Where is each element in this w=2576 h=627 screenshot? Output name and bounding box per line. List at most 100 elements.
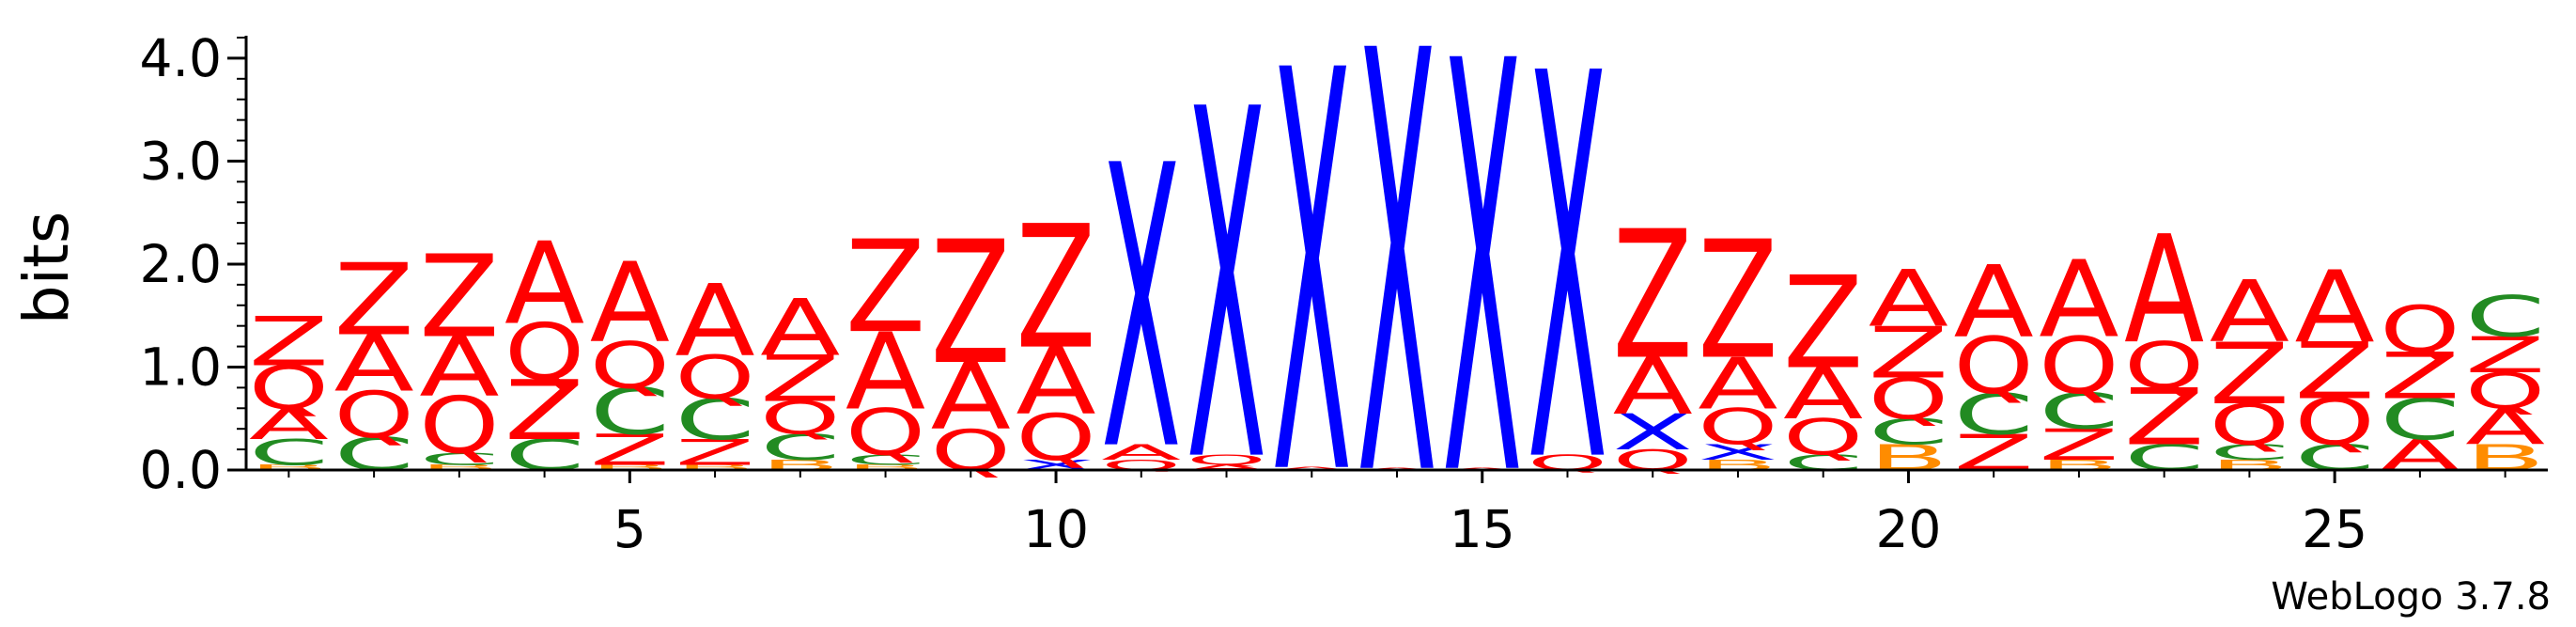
x-tick-label: 20	[1875, 499, 1941, 559]
letter-Q-pos25: Q	[2295, 385, 2375, 460]
letter-C-pos3: C	[419, 449, 499, 469]
y-tick-label: 2.0	[140, 234, 222, 294]
letter-Z-pos2: Z	[334, 243, 413, 358]
letter-Q-pos8: Q	[846, 396, 925, 470]
x-tick-label: 25	[2302, 499, 2367, 559]
letter-Z-pos3: Z	[419, 231, 499, 363]
y-tick-label: 1.0	[140, 337, 222, 397]
letter-A-pos6: A	[675, 264, 754, 379]
letter-A-pos18: A	[1698, 343, 1777, 426]
letter-B-pos5: B	[590, 463, 670, 472]
logo-column-14: AX	[1357, 0, 1436, 604]
letter-Q-pos19: Q	[1783, 409, 1863, 466]
letter-C-pos6: C	[675, 387, 754, 453]
letter-A-pos10: A	[1016, 329, 1095, 435]
letter-A-pos19: A	[1783, 353, 1863, 436]
letter-X-pos15: X	[1442, 0, 1522, 602]
letter-Q-pos12: Q	[1187, 452, 1266, 468]
letter-B-pos1: B	[249, 463, 329, 472]
letter-Q-pos10: Q	[1016, 401, 1095, 476]
x-tick-label: 15	[1450, 499, 1515, 559]
logo-column-16: QX	[1528, 0, 1607, 581]
letter-A-pos5: A	[590, 240, 670, 368]
letter-C-pos8: C	[846, 452, 925, 469]
letter-C-pos1: C	[249, 432, 329, 474]
letter-Q-pos26: Q	[2380, 293, 2460, 368]
logo-column-13: AX	[1272, 0, 1352, 597]
letter-C-pos26: C	[2380, 387, 2460, 453]
letter-Z-pos9: Z	[931, 204, 1011, 402]
letter-Z-pos6: Z	[675, 432, 754, 474]
letter-A-pos21: A	[1954, 245, 2034, 360]
logo-column-11: QAX	[1101, 84, 1181, 536]
letter-C-pos20: C	[1869, 412, 1948, 453]
letter-A-pos23: A	[2124, 204, 2204, 377]
letter-A-pos2: A	[334, 319, 413, 409]
letter-B-pos6: B	[675, 463, 754, 472]
letter-A-pos4: A	[504, 217, 584, 349]
letter-A-pos11: A	[1101, 440, 1181, 464]
letter-A-pos8: A	[846, 311, 925, 434]
letter-C-pos22: C	[2039, 384, 2118, 441]
letter-A-pos22: A	[2039, 239, 2118, 362]
letter-A-pos27: A	[2465, 399, 2545, 457]
letter-Z-pos26: Z	[2380, 339, 2460, 414]
logo-column-9: QAZ	[931, 204, 1011, 483]
letter-Z-pos8: Z	[846, 212, 925, 361]
x-tick-label: 10	[1023, 499, 1089, 559]
letter-Z-pos1: Z	[249, 303, 329, 382]
letter-A-pos9: A	[931, 344, 1011, 450]
letter-C-pos7: C	[760, 428, 840, 469]
letter-B-pos8: B	[846, 463, 925, 472]
letter-A-pos17: A	[1613, 341, 1693, 431]
letter-Q-pos2: Q	[334, 379, 413, 453]
letter-Z-pos23: Z	[2124, 372, 2204, 462]
letter-Z-pos20: Z	[1869, 313, 1948, 395]
y-tick-label: 0.0	[140, 440, 222, 500]
letter-Q-pos24: Q	[2210, 392, 2289, 458]
letter-Q-pos7: Q	[760, 392, 840, 445]
weblogo-credit: WebLogo 3.7.8	[2271, 575, 2551, 619]
letter-Z-pos27: Z	[2465, 326, 2545, 384]
letter-Q-pos1: Q	[249, 353, 329, 422]
letter-X-pos17: X	[1613, 403, 1693, 462]
letter-X-pos12: X	[1187, 9, 1266, 569]
letter-A-pos12: A	[1187, 463, 1266, 472]
x-tick-label: 5	[613, 499, 646, 559]
letter-C-pos24: C	[2210, 440, 2289, 464]
letter-X-pos18: X	[1698, 440, 1777, 464]
letter-C-pos27: C	[2465, 284, 2545, 350]
letter-X-pos13: X	[1272, 0, 1352, 597]
letter-Z-pos18: Z	[1698, 206, 1777, 396]
letter-Z-pos17: Z	[1613, 193, 1693, 399]
letter-C-pos5: C	[590, 375, 670, 449]
letter-Q-pos6: Q	[675, 343, 754, 412]
y-tick-label: 3.0	[140, 131, 222, 191]
letter-X-pos16: X	[1528, 0, 1607, 581]
letter-Z-pos22: Z	[2039, 421, 2118, 470]
axes: 0.0 1.0 2.0 3.0 4.0 5 10 15 20 25	[140, 28, 2548, 559]
letter-A-pos25: A	[2295, 250, 2375, 365]
letter-B-pos3: B	[419, 463, 499, 472]
letter-stacks: BCAQZCQAZBCQAZCZQABZCQABZCQABCQZABCQAZQA…	[249, 0, 2546, 604]
letter-Q-pos27: Q	[2465, 363, 2545, 420]
